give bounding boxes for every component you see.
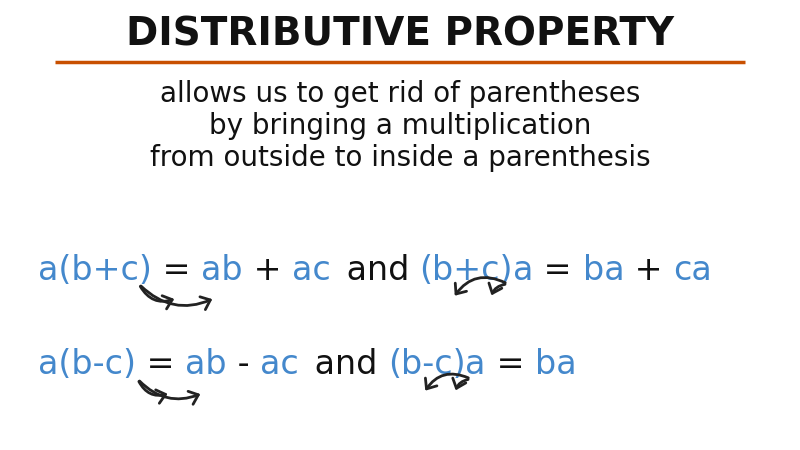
Text: ac: ac [292, 253, 330, 287]
FancyArrowPatch shape [453, 378, 468, 388]
FancyArrowPatch shape [489, 283, 505, 293]
Text: by bringing a multiplication: by bringing a multiplication [209, 112, 591, 140]
Text: ba: ba [535, 348, 577, 382]
Text: DISTRIBUTIVE PROPERTY: DISTRIBUTIVE PROPERTY [126, 15, 674, 53]
Text: from outside to inside a parenthesis: from outside to inside a parenthesis [150, 144, 650, 172]
Text: =: = [486, 348, 535, 382]
FancyArrowPatch shape [140, 286, 172, 309]
Text: ac: ac [260, 348, 298, 382]
Text: ab: ab [201, 253, 242, 287]
Text: ba: ba [582, 253, 624, 287]
Text: and: and [335, 253, 419, 287]
Text: a(b+c): a(b+c) [38, 253, 152, 287]
FancyArrowPatch shape [426, 374, 468, 389]
FancyArrowPatch shape [139, 382, 166, 403]
Text: and: and [304, 348, 388, 382]
FancyArrowPatch shape [141, 286, 210, 310]
Text: =: = [136, 348, 185, 382]
Text: +: + [242, 253, 292, 287]
Text: a: a [513, 253, 534, 287]
Text: =: = [152, 253, 201, 287]
Text: a: a [466, 348, 486, 382]
Text: ca: ca [674, 253, 712, 287]
FancyArrowPatch shape [455, 278, 506, 294]
Text: -: - [226, 348, 260, 382]
Text: a(b-c): a(b-c) [38, 348, 136, 382]
FancyArrowPatch shape [139, 381, 198, 404]
Text: =: = [534, 253, 582, 287]
Text: (b-c): (b-c) [388, 348, 466, 382]
Text: ab: ab [185, 348, 226, 382]
Text: +: + [624, 253, 674, 287]
Text: allows us to get rid of parentheses: allows us to get rid of parentheses [160, 80, 640, 108]
Text: (b+c): (b+c) [419, 253, 513, 287]
